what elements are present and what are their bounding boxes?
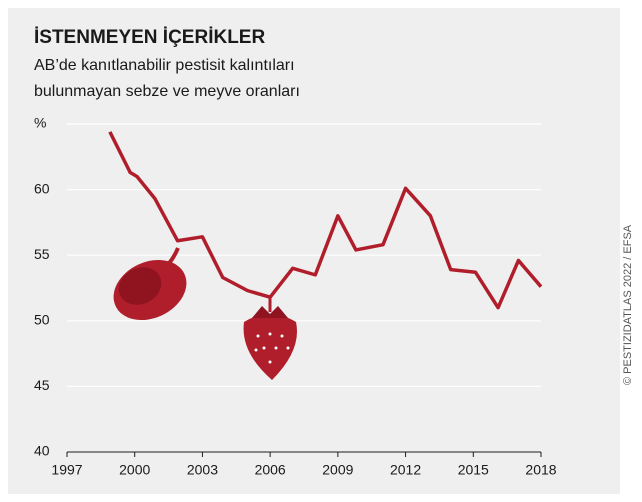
x-tick-label: 2012 — [390, 462, 421, 478]
y-tick-label: % — [34, 115, 46, 131]
x-tick-label: 1997 — [51, 462, 82, 478]
subtitle: AB’de kanıtlanabilir pestisit kalıntılar… — [34, 57, 295, 74]
subtitle: bulunmayan sebze ve meyve oranları — [34, 83, 300, 100]
y-tick-label: 45 — [34, 377, 50, 393]
pepper-icon — [113, 247, 187, 321]
chart-title: İSTENMEYEN İÇERİKLER — [34, 27, 265, 48]
panel — [8, 8, 620, 494]
y-tick-label: 55 — [34, 246, 50, 262]
x-tick-label: 2003 — [187, 462, 218, 478]
strawberry-icon — [243, 297, 297, 380]
y-tick-label: 60 — [34, 180, 50, 196]
y-tick-label: 40 — [34, 443, 50, 459]
y-tick-label: 50 — [34, 312, 50, 328]
x-tick-label: 2009 — [322, 462, 353, 478]
x-tick-label: 2006 — [255, 462, 286, 478]
data-line — [108, 131, 543, 310]
credit: © PESTIZIDATLAS 2022 / EFSA — [622, 224, 634, 385]
x-tick-label: 2018 — [525, 462, 556, 478]
x-tick-label: 2000 — [119, 462, 150, 478]
x-tick-label: 2015 — [458, 462, 489, 478]
